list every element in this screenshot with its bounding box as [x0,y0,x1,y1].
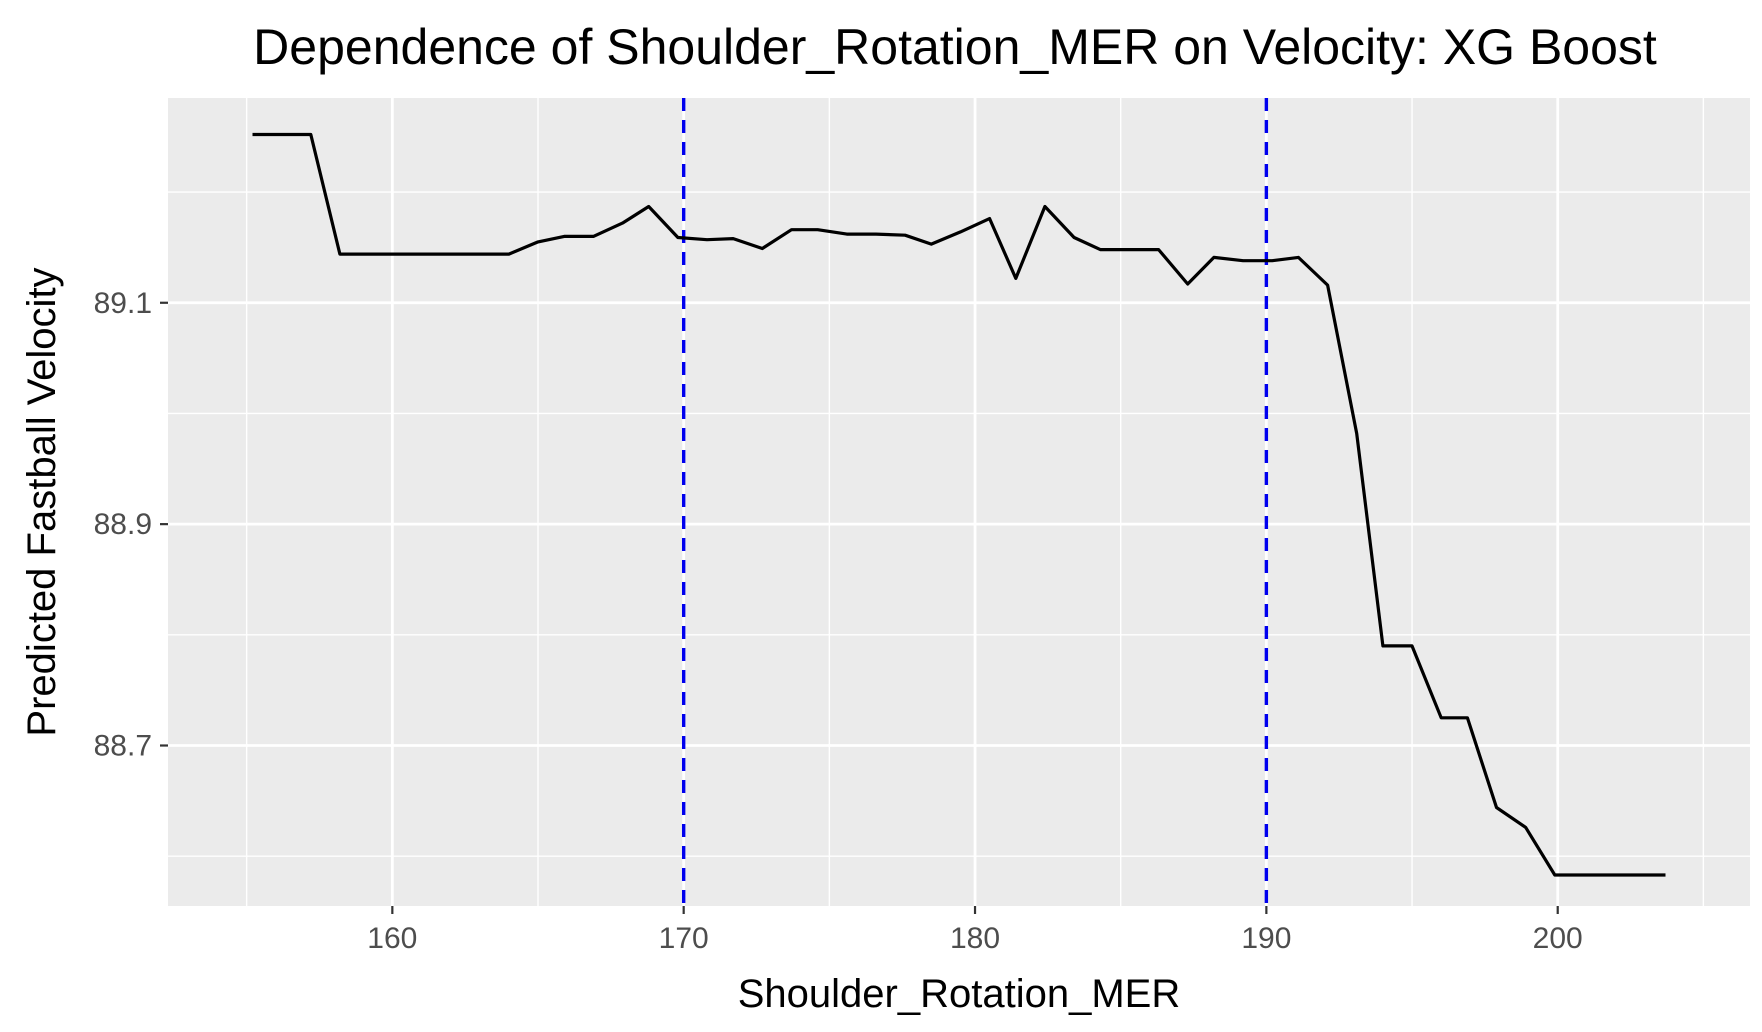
x-tick-label-4: 200 [1533,922,1583,955]
x-tick-label-0: 160 [367,922,417,955]
series-line-0 [252,132,1666,877]
x-tick-label-3: 190 [1241,922,1291,955]
y-tick-label-0: 88.7 [94,730,152,763]
x-axis-ticks: 160 170 180 190 200 [367,906,1583,955]
x-tick-label-2: 180 [950,922,1000,955]
y-axis-ticks: 88.7 88.9 89.1 [94,287,168,763]
y-axis-title: Predicted Fastball Velocity [20,267,64,736]
plot-panel [168,98,1750,906]
chart-title: Dependence of Shoulder_Rotation_MER on V… [253,19,1657,75]
x-tick-label-1: 170 [659,922,709,955]
y-tick-label-1: 88.9 [94,508,152,541]
reference-lines [681,98,1269,906]
x-axis-title: Shoulder_Rotation_MER [738,972,1180,1016]
y-tick-label-2: 89.1 [94,287,152,320]
series-layer [252,132,1666,877]
